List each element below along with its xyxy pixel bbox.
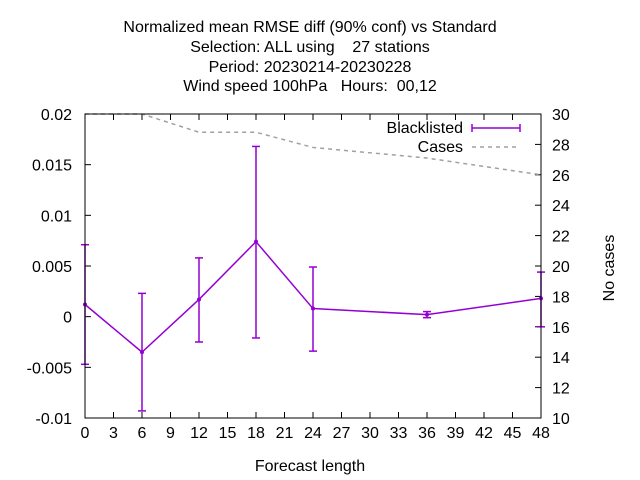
y2-tick-label: 18 (552, 289, 570, 306)
x-tick-label: 45 (504, 425, 522, 442)
y-tick-label: 0.02 (41, 107, 72, 124)
x-tick-label: 18 (247, 425, 265, 442)
x-tick-label: 36 (418, 425, 436, 442)
y-tick-label: 0.005 (32, 259, 72, 276)
y2-tick-label: 16 (552, 320, 570, 337)
y2-tick-label: 20 (552, 259, 570, 276)
y2-tick-label: 30 (552, 107, 570, 124)
x-tick-label: 24 (304, 425, 322, 442)
x-tick-label: 33 (390, 425, 408, 442)
x-tick-label: 6 (138, 425, 147, 442)
x-tick-label: 3 (109, 425, 118, 442)
title-line-1: Normalized mean RMSE diff (90% conf) vs … (123, 19, 496, 36)
title-line-3: Period: 20230214-20230228 (209, 59, 412, 76)
y2-tick-label: 26 (552, 168, 570, 185)
y2-tick-label: 12 (552, 381, 570, 398)
y2-tick-label: 10 (552, 411, 570, 428)
title-line-4: Wind speed 100hPa Hours: 00,12 (183, 78, 437, 95)
x-tick-label: 42 (475, 425, 493, 442)
cases-line (85, 113, 542, 176)
x-tick-label: 21 (276, 425, 294, 442)
blacklisted-point (140, 350, 144, 355)
legend-label-cases: Cases (418, 139, 463, 156)
axes: 0 3 6 9 12 15 18 21 24 27 30 33 36 39 42 45 48-0.01-0.00… (27, 107, 570, 442)
y-tick-label: -0.01 (36, 411, 73, 428)
blacklisted-point (254, 239, 258, 244)
y2-tick-label: 28 (552, 137, 570, 154)
y-tick-label: 0.01 (41, 208, 72, 225)
x-tick-label: 48 (532, 425, 550, 442)
blacklisted-point (425, 312, 429, 317)
x-tick-label: 30 (361, 425, 379, 442)
x-axis-label: Forecast length (255, 458, 365, 475)
x-tick-label: 12 (190, 425, 208, 442)
y2-axis-label: No cases (601, 235, 618, 302)
blacklisted-point (311, 306, 315, 311)
cases-series (85, 113, 542, 176)
y2-tick-label: 24 (552, 198, 570, 215)
x-tick-label: 0 (81, 425, 90, 442)
x-tick-label: 27 (333, 425, 351, 442)
legend-label-blacklisted: Blacklisted (387, 120, 463, 137)
x-tick-label: 15 (219, 425, 237, 442)
plot-frame (84, 113, 542, 419)
legend: Blacklisted Cases (387, 120, 521, 156)
y-tick-label: 0 (63, 310, 72, 327)
y-tick-label: 0.015 (32, 158, 72, 175)
y-tick-label: -0.005 (27, 360, 72, 377)
blacklisted-series (81, 145, 545, 412)
x-tick-label: 39 (447, 425, 465, 442)
x-tick-label: 9 (166, 425, 175, 442)
y2-tick-label: 22 (552, 229, 570, 246)
title-line-2: Selection: ALL using 27 stations (190, 39, 430, 56)
chart-title: Normalized mean RMSE diff (90% conf) vs … (123, 19, 496, 95)
blacklisted-point (197, 297, 201, 302)
y2-tick-label: 14 (552, 350, 570, 367)
